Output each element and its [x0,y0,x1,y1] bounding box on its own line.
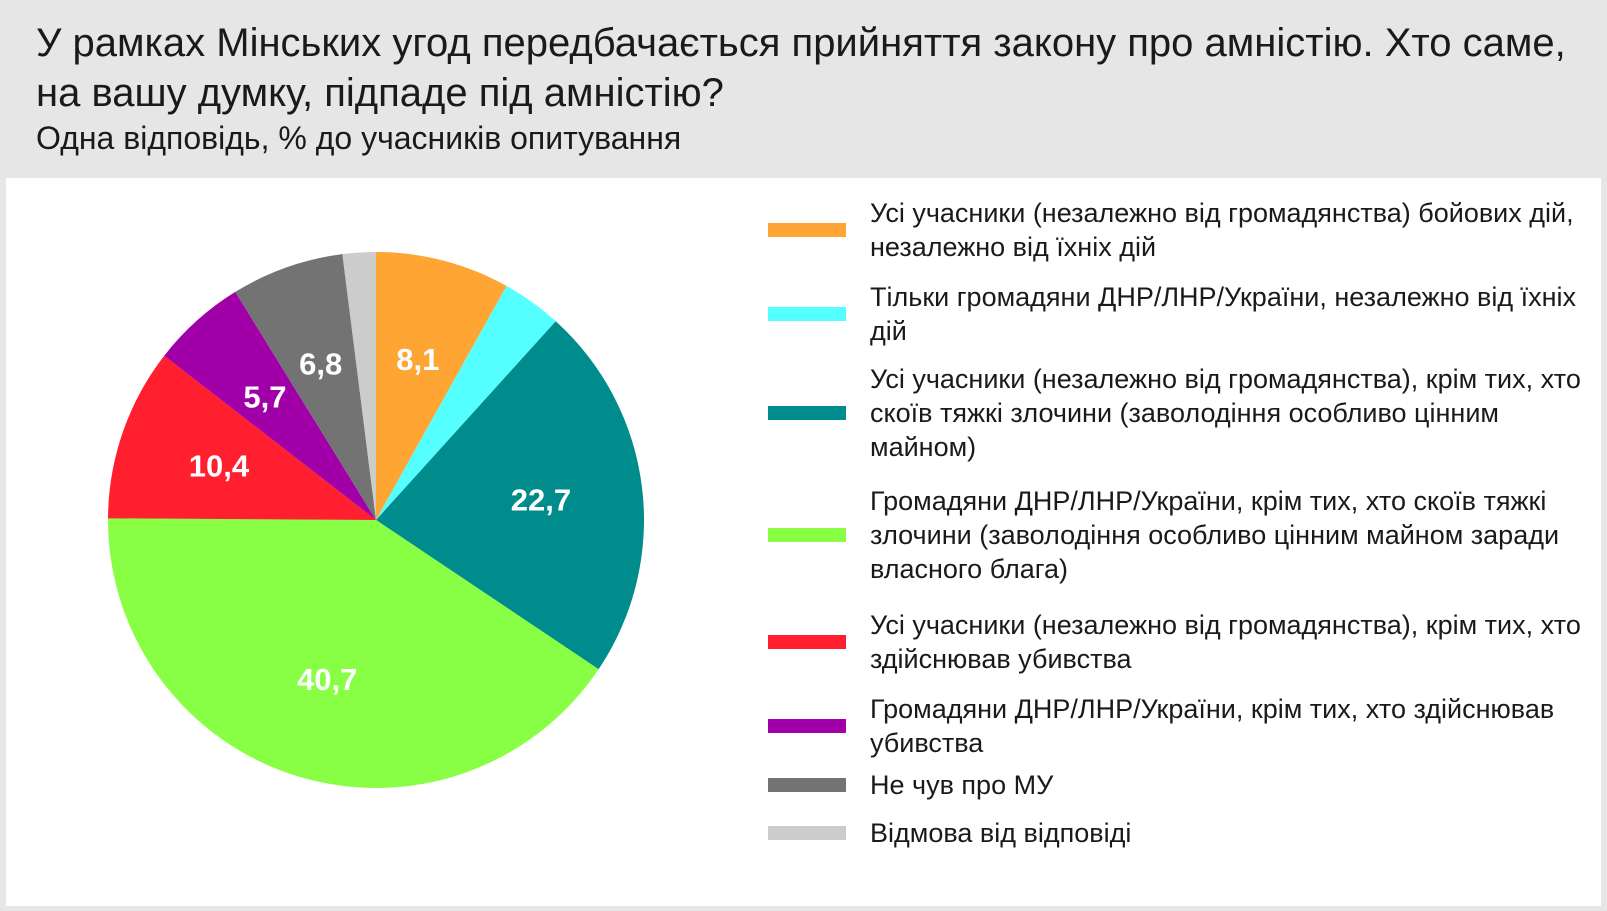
pie-slice-2 [376,285,556,520]
pie-slice-4 [108,518,599,789]
pie-slice-3 [376,321,644,670]
pie-slice-6 [164,291,376,520]
legend-swatch-4 [768,528,846,542]
pie-slice-label-3: 22,7 [511,483,571,518]
legend-label-6: Громадяни ДНР/ЛНР/України, крім тих, хто… [870,694,1555,758]
chart-title: У рамках Мінських угод передбачається пр… [36,21,1566,115]
legend-swatch-1 [768,223,846,237]
chart-subtitle: Одна відповідь, % до учасників опитуванн… [36,120,682,156]
chart-header: У рамках Мінських угод передбачається пр… [0,0,1607,172]
legend-swatch-5 [768,635,846,649]
pie-slice-label-5: 10,4 [189,449,250,484]
legend-swatch-3 [768,406,846,420]
pie-chart: 8,1 22,7 40,7 10,4 5,7 6,8 [108,252,644,789]
pie-slice-5 [108,355,377,520]
legend-label-1: Усі учасники (незалежно від громадянства… [870,198,1574,262]
legend-swatch-8 [768,826,846,840]
legend-label-2: Тільки громадяни ДНР/ЛНР/України, незале… [870,282,1577,346]
legend-label-5: Усі учасники (незалежно від громадянства… [870,610,1581,674]
legend-label-8: Відмова від відповіді [870,818,1132,848]
pie-slice-label-1: 8,1 [396,342,439,377]
pie-slice-label-4: 40,7 [297,662,357,697]
legend-swatch-2 [768,307,846,321]
legend-label-3: Усі учасники (незалежно від громадянства… [870,364,1581,462]
legend-label-4: Громадяни ДНР/ЛНР/України, крім тих, хто… [870,486,1560,584]
pie-slice-8 [342,252,376,520]
pie-slice-label-6: 5,7 [243,379,286,414]
pie-slice-label-7: 6,8 [299,346,342,381]
pie-slice-7 [235,254,376,520]
chart-panel: 8,1 22,7 40,7 10,4 5,7 6,8 Усі учасники (неза… [6,178,1601,906]
legend-swatch-7 [768,778,846,792]
legend-label-7: Не чув про МУ [870,770,1054,800]
pie-slice-1 [376,252,507,520]
legend-swatch-6 [768,719,846,733]
